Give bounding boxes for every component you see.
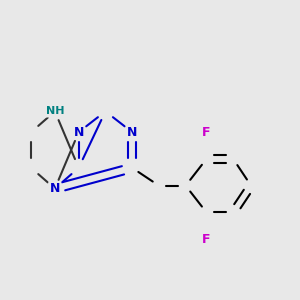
Text: F: F	[202, 126, 211, 139]
Text: F: F	[202, 233, 211, 246]
Text: N: N	[127, 126, 137, 139]
Text: NH: NH	[46, 106, 64, 116]
Text: N: N	[50, 182, 60, 195]
Text: N: N	[74, 126, 84, 139]
